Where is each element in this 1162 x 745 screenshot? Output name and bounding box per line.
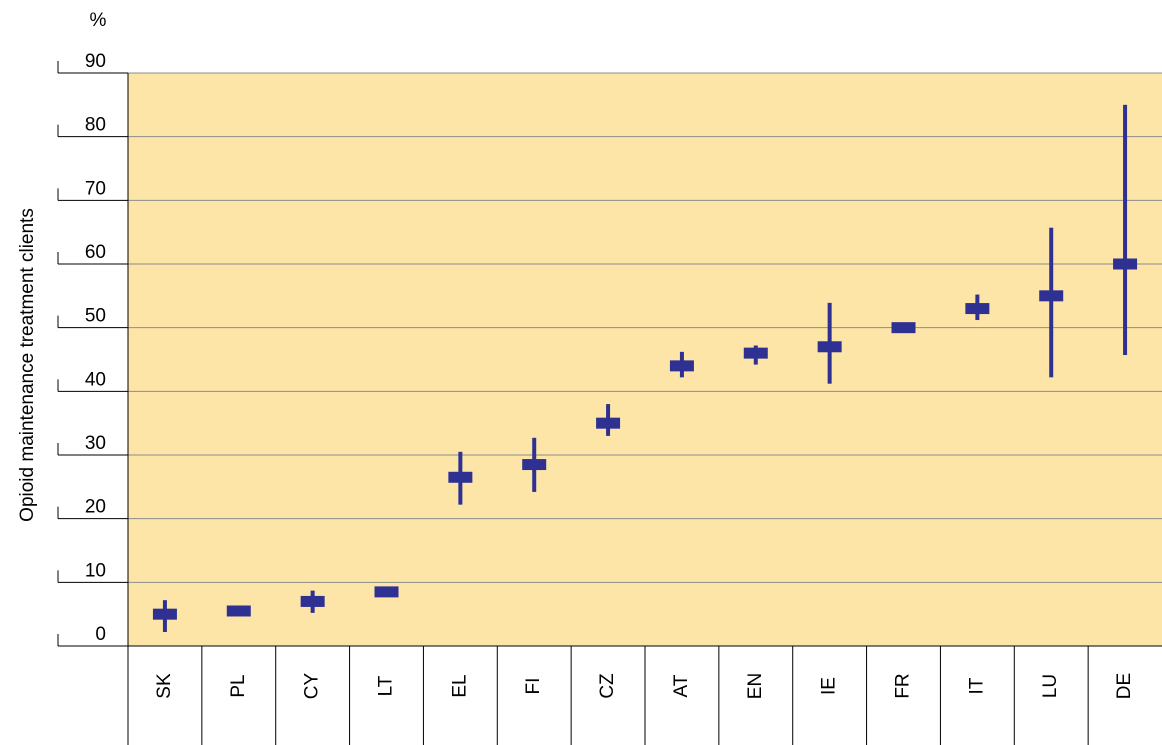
x-axis: SK PL CY LT EL FI CZ AT EN IE FR IT LU DE xyxy=(127,73,1162,745)
y-tick-label: 80 xyxy=(85,115,106,136)
estimate-bar xyxy=(374,586,399,598)
x-tick-label: CZ xyxy=(597,673,618,699)
y-tick-label: 70 xyxy=(85,178,106,199)
estimate-bar xyxy=(817,341,842,353)
y-unit-label: % xyxy=(90,10,107,31)
x-tick-label: CY xyxy=(302,672,323,699)
range-mark xyxy=(817,302,842,384)
range-mark xyxy=(1113,104,1138,356)
y-axis-title: Opioid maintenance treatment clients xyxy=(17,208,38,522)
range-mark xyxy=(300,590,325,613)
range-mark xyxy=(522,437,547,492)
estimate-bar xyxy=(152,608,177,620)
x-tick-label: LU xyxy=(1040,674,1061,698)
estimate-bar xyxy=(891,322,916,334)
y-tick-label: 20 xyxy=(85,497,106,518)
y-tick-label: 60 xyxy=(85,242,106,263)
x-tick-label: EL xyxy=(449,674,470,697)
x-tick-label: SK xyxy=(154,673,175,699)
estimate-bar xyxy=(522,459,547,471)
range-mark xyxy=(669,351,694,378)
x-tick-label: IE xyxy=(819,677,840,695)
range-mark xyxy=(743,345,768,365)
estimate-bar xyxy=(226,605,251,617)
x-tick-label: FI xyxy=(523,678,544,695)
x-tick-label: IT xyxy=(966,677,987,694)
estimate-bar xyxy=(448,471,473,483)
x-tick-label: DE xyxy=(1114,673,1135,699)
x-tick-label: AT xyxy=(671,674,692,697)
x-tick-label: FR xyxy=(893,673,914,698)
range-mark xyxy=(1039,227,1064,378)
estimate-bar xyxy=(596,417,621,429)
estimate-bar xyxy=(1113,258,1138,270)
estimate-bar xyxy=(1039,290,1064,302)
y-tick-label: 40 xyxy=(85,369,106,390)
range-whisker xyxy=(1123,104,1128,356)
y-tick-label: 30 xyxy=(85,433,106,454)
y-tick-label: 0 xyxy=(95,624,106,645)
x-tick-label: PL xyxy=(228,674,249,697)
range-mark xyxy=(596,404,621,436)
range-mark xyxy=(448,451,473,505)
y-tick-label: 50 xyxy=(85,306,106,327)
estimate-bar xyxy=(965,303,990,315)
y-axis: 0 10 20 30 40 50 60 70 80 90 xyxy=(57,51,128,647)
plot-background xyxy=(128,73,1162,646)
range-mark xyxy=(891,322,916,334)
range-mark xyxy=(374,586,399,598)
estimate-bar xyxy=(300,595,325,607)
data-marks xyxy=(152,104,1138,632)
grid-lines xyxy=(128,72,1162,583)
estimate-bar xyxy=(743,347,768,359)
y-tick-label: 10 xyxy=(85,560,106,581)
range-mark xyxy=(965,294,990,321)
range-mark xyxy=(152,600,177,632)
x-tick-label: LT xyxy=(376,675,397,696)
range-mark xyxy=(226,605,251,617)
range-whisker xyxy=(1049,227,1054,378)
y-tick-label: 90 xyxy=(85,51,106,72)
x-tick-label: EN xyxy=(745,673,766,699)
estimate-bar xyxy=(669,360,694,372)
